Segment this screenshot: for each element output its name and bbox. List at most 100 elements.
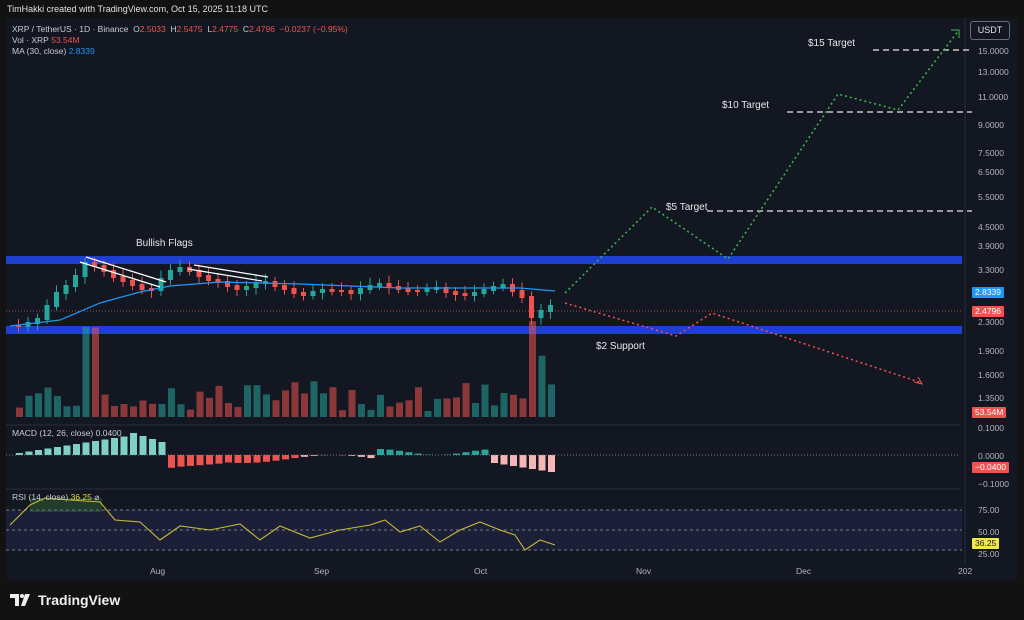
macd-bar [358, 455, 365, 457]
time-axis-label: Nov [636, 566, 652, 576]
candle [54, 292, 59, 307]
volume-bar [244, 385, 251, 417]
macd-bar [82, 442, 90, 455]
macd-bar [301, 455, 308, 457]
volume-bar [386, 406, 394, 417]
rsi-value: 36.25 [70, 492, 92, 502]
close-label: C [242, 24, 249, 34]
macd-bar [187, 455, 194, 466]
macd-bar [35, 450, 42, 455]
volume-bar [215, 385, 223, 417]
macd-axis-label: −0.1000 [978, 479, 1009, 489]
symbol-name[interactable]: XRP / TetherUS · 1D · Binance [12, 24, 129, 34]
macd-bar [206, 455, 213, 465]
target-5-label: $5 Target [666, 202, 708, 213]
price-axis-label: 1.9000 [978, 346, 1004, 356]
candle [35, 318, 40, 324]
close-value: 2.4796 [248, 24, 275, 34]
price-axis-label: 2.3000 [978, 317, 1004, 327]
macd-bar [282, 455, 289, 460]
time-axis-label: 202 [958, 566, 973, 576]
flag-channel-line [193, 264, 269, 278]
volume-bar [187, 409, 194, 417]
rsi-overbought-fill [30, 498, 102, 512]
candle [462, 293, 468, 296]
volume-bar [548, 384, 555, 417]
candle [196, 270, 202, 277]
volume-bar [310, 381, 318, 417]
candle [472, 292, 477, 296]
candle [177, 267, 183, 272]
volume-bar [263, 394, 270, 417]
currency-button[interactable]: USDT [970, 21, 1010, 40]
rsi-axis-label: 25.00 [978, 549, 1000, 559]
macd-bar [225, 455, 232, 463]
volume-bar [44, 387, 52, 417]
volume-bar [82, 326, 90, 417]
volume-label: Vol · XRP [12, 35, 49, 45]
tradingview-logo[interactable]: TradingView [10, 592, 120, 608]
support-2-label: $2 Support [596, 341, 645, 352]
volume-bar [443, 398, 451, 417]
candle [139, 284, 145, 290]
target-10-label: $10 Target [722, 100, 770, 111]
macd-bar [177, 455, 185, 467]
open-label: O [133, 24, 140, 34]
candle [168, 270, 173, 280]
macd-tag: −0.0400 [972, 462, 1009, 473]
low-label: L [207, 24, 213, 34]
volume-bar [529, 321, 536, 417]
volume-bar [424, 410, 432, 417]
macd-bar [415, 453, 422, 455]
candle [367, 285, 373, 290]
volume-bar [320, 393, 327, 417]
candle [263, 281, 268, 284]
macd-bar [453, 453, 460, 455]
macd-bar [168, 455, 175, 468]
candle [386, 283, 392, 288]
tradingview-icon [10, 594, 30, 606]
candle [538, 310, 544, 318]
rsi-tag: 36.25 [972, 538, 1000, 549]
rsi-line [9, 497, 556, 551]
rsi-band [6, 510, 962, 550]
macd-bar [196, 455, 204, 466]
candle [415, 290, 420, 292]
price-axis-label: 1.6000 [978, 370, 1004, 380]
macd-bar [54, 447, 61, 455]
volume-bar [396, 402, 403, 417]
candle [82, 262, 88, 277]
macd-legend[interactable]: MACD (12, 26, close) 0.0400 [12, 428, 122, 439]
volume-bar [329, 387, 337, 417]
ma-legend[interactable]: MA (30, close) 2.8339 [12, 46, 95, 57]
candle [225, 281, 230, 287]
volume-bar [500, 392, 508, 417]
rsi-legend[interactable]: RSI (14, close) 36.25 ⌀ [12, 492, 99, 503]
candle [158, 278, 164, 291]
candle [44, 305, 50, 320]
candle [519, 290, 525, 298]
candle [301, 292, 306, 296]
chart-canvas[interactable] [6, 18, 1018, 580]
volume-bar [282, 390, 289, 417]
ma-price-tag: 2.8339 [972, 287, 1004, 298]
bullish-projection-path [564, 29, 960, 294]
volume-bar [234, 407, 242, 417]
volume-bar [101, 394, 109, 417]
macd-bar [263, 455, 270, 462]
chart-panel[interactable] [6, 18, 1018, 580]
macd-bar [16, 453, 23, 455]
macd-bar [234, 455, 242, 463]
volume-bar [120, 404, 128, 417]
candle [291, 288, 297, 294]
candle [215, 279, 221, 283]
macd-axis-label: 0.1000 [978, 423, 1004, 433]
change-value: −0.0237 (−0.95%) [279, 24, 348, 34]
volume-legend[interactable]: Vol · XRP 53.54M [12, 35, 80, 46]
link-icon[interactable]: ⌀ [94, 492, 100, 502]
price-axis-label: 11.0000 [978, 92, 1009, 102]
candle [130, 280, 135, 286]
volume-bar [301, 393, 308, 417]
macd-bar [377, 449, 384, 455]
time-axis-label: Sep [314, 566, 330, 576]
